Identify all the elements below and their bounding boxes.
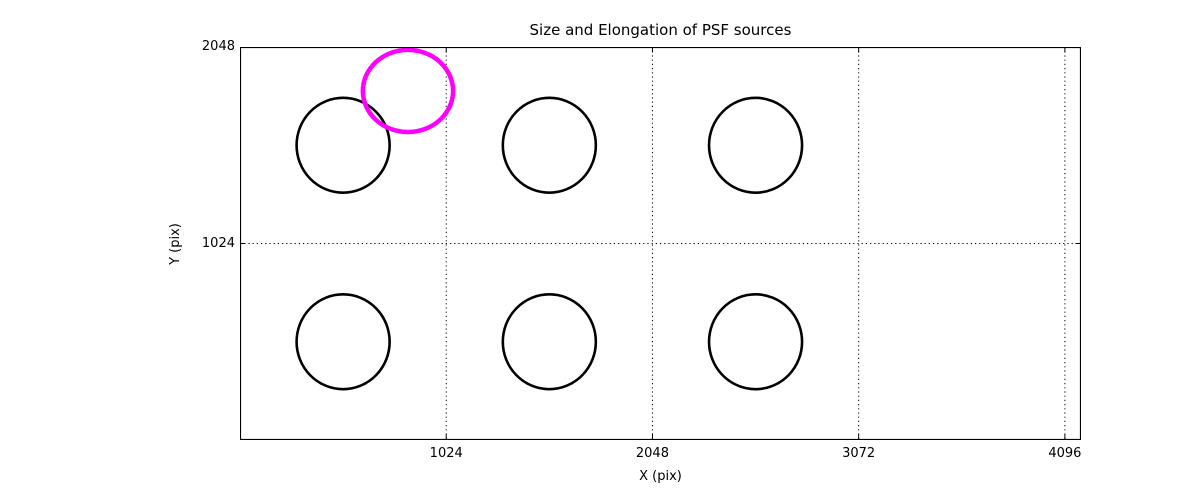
psf-source-ellipse	[501, 96, 598, 194]
plot-area	[240, 47, 1081, 440]
psf-source-ellipse	[295, 293, 391, 391]
chart-title: Size and Elongation of PSF sources	[529, 21, 792, 39]
axes-spines	[240, 47, 1081, 440]
y-axis-label: Y (pix)	[168, 223, 183, 265]
psf-source-ellipse	[707, 293, 804, 391]
x-axis-label: X (pix)	[639, 469, 682, 484]
psf-source-ellipse	[501, 293, 598, 391]
y-tick-label: 1024	[201, 235, 235, 251]
x-tick-label: 4096	[1048, 446, 1082, 461]
x-tick-label: 3072	[842, 446, 876, 461]
psf-source-ellipse	[295, 96, 391, 194]
x-tick-label: 1024	[429, 446, 463, 461]
x-tick-label: 2048	[635, 446, 669, 461]
highlighted-psf-source-ellipse	[360, 47, 456, 135]
psf-source-ellipse	[707, 96, 804, 194]
y-tick-label: 2048	[201, 39, 235, 54]
